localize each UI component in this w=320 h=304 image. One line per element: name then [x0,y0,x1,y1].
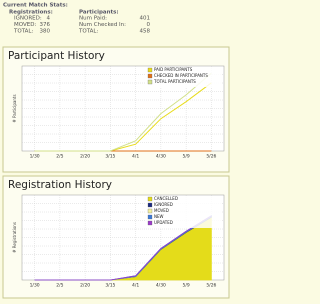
x-tick-label: 2/20 [80,154,90,160]
x-tick-label: 1/30 [30,154,40,160]
stat-label: TOTAL: [78,29,98,35]
legend-swatch [147,202,153,208]
screen: Current Match Stats: Registrations: Part… [2,2,230,299]
stat-value: 380 [40,29,51,35]
x-tick-label: 4/30 [156,154,166,160]
page: Current Match Stats: Registrations: Part… [2,2,230,299]
y-axis-label: # Participants [12,94,17,122]
stat-label: Num Paid: [79,16,107,22]
legend-swatch [147,73,153,79]
stat-label: IGNORED: [14,16,42,22]
x-tick-label: 1/30 [30,283,40,289]
x-tick-label: 3/15 [105,154,115,160]
y-axis-label: # Registrations [12,222,17,253]
legend-swatch [147,220,153,226]
x-tick-label: 4/1 [132,283,139,289]
participants-heading: Participants: [79,10,119,16]
stat-value: 458 [140,29,151,35]
legend-label: UPDATED [154,220,173,225]
legend-label: CHECKED IN PARTICIPANTS [154,73,208,78]
legend-label: MOVED [154,208,169,213]
stat-value: 401 [140,16,151,22]
legend-swatch [147,67,153,73]
stat-label: Num Checked In: [79,22,126,28]
x-tick-label: 4/1 [132,154,139,160]
stat-label: TOTAL: [13,29,33,35]
x-tick-label: 5/9 [183,154,190,160]
stats-title: Current Match Stats: [3,3,68,9]
stat-value: 4 [47,16,51,22]
stat-label: MOVED: [14,22,36,28]
chart-title: Registration History [8,179,112,191]
legend-label: TOTAL PARTICIPANTS [153,79,196,84]
legend-label: NEW [154,214,164,219]
legend-swatch [147,79,153,85]
x-tick-label: 5/26 [206,283,216,289]
x-tick-label: 4/30 [156,283,166,289]
x-tick-label: 2/5 [56,283,63,289]
legend-swatch [147,214,153,220]
stat-value: 0 [147,22,151,28]
legend-label: PAID PARTICIPANTS [154,67,193,72]
legend-swatch [147,196,153,202]
legend-label: IGNORED [154,202,173,207]
registrations-heading: Registrations: [9,10,53,16]
chart-title: Participant History [8,50,105,62]
x-tick-label: 5/26 [206,154,216,160]
x-tick-label: 3/15 [105,283,115,289]
legend-swatch [147,208,153,214]
x-tick-label: 2/5 [56,154,63,160]
x-tick-label: 5/9 [183,283,190,289]
legend-label: CANCELLED [154,196,178,201]
stat-value: 376 [40,22,51,28]
x-tick-label: 2/20 [80,283,90,289]
legend-box [145,196,221,228]
data-line [34,72,212,152]
legend-box [145,67,221,87]
